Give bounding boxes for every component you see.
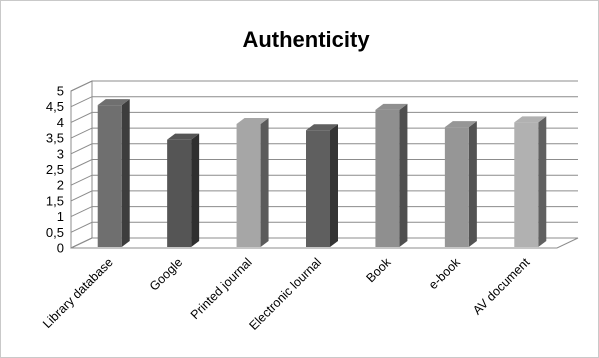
bar [306,130,330,247]
bar-top [97,99,130,106]
y-tick-label: 2 [57,178,64,193]
bar [444,127,469,247]
chart-title: Authenticity [242,27,370,52]
bar [375,109,400,247]
bar [167,139,192,247]
y-tick-label: 4 [57,115,64,130]
y-tick-label: 3,5 [46,131,64,146]
bar [236,123,261,247]
bar-top [167,133,200,140]
bar-top [306,124,338,131]
x-tick-label: Electronic lournal [246,255,324,333]
gridline [70,159,578,170]
gridline [70,237,578,249]
gridline [70,111,578,123]
gridline [70,221,578,233]
bar-side [538,116,547,248]
bar-side [121,99,130,247]
y-tick-label: 5 [57,84,64,99]
bar-side [191,133,200,247]
y-tick-label: 3 [57,146,64,161]
bar-side [399,103,408,247]
gridline [70,206,578,218]
bar [97,105,122,247]
gridline [70,190,578,202]
bar-side [468,121,477,247]
gridline [70,96,578,108]
gridline [70,143,578,155]
x-tick-label: Google [147,255,185,293]
y-tick-label: 0 [57,241,64,256]
x-tick-label: Book [363,255,394,286]
y-tick-label: 0,5 [46,225,64,240]
y-tick-label: 1 [57,209,64,224]
gridline [70,174,578,186]
bar-top [514,116,547,123]
bar-side [330,124,338,247]
x-tick-label: e-book [426,255,463,292]
gridline [70,80,578,92]
bar-side [260,117,269,247]
y-tick-label: 1,5 [46,193,64,208]
x-tick-label: Library database [40,255,116,331]
bar-top [236,117,269,124]
x-tick-label: AV document [470,255,533,318]
x-tick-label: Printed journal [188,255,255,322]
gridline [70,127,578,139]
bar [514,122,539,247]
bar-top [375,103,408,110]
y-tick-label: 2,5 [46,162,64,177]
x-tick-labels: Library database Google Printed journalEle… [40,255,533,333]
y-tick-labels: 00,511,522,533,544,55 [46,84,64,256]
y-tick-label: 4,5 [46,99,64,114]
bars [97,99,547,248]
bar-top [444,121,477,128]
